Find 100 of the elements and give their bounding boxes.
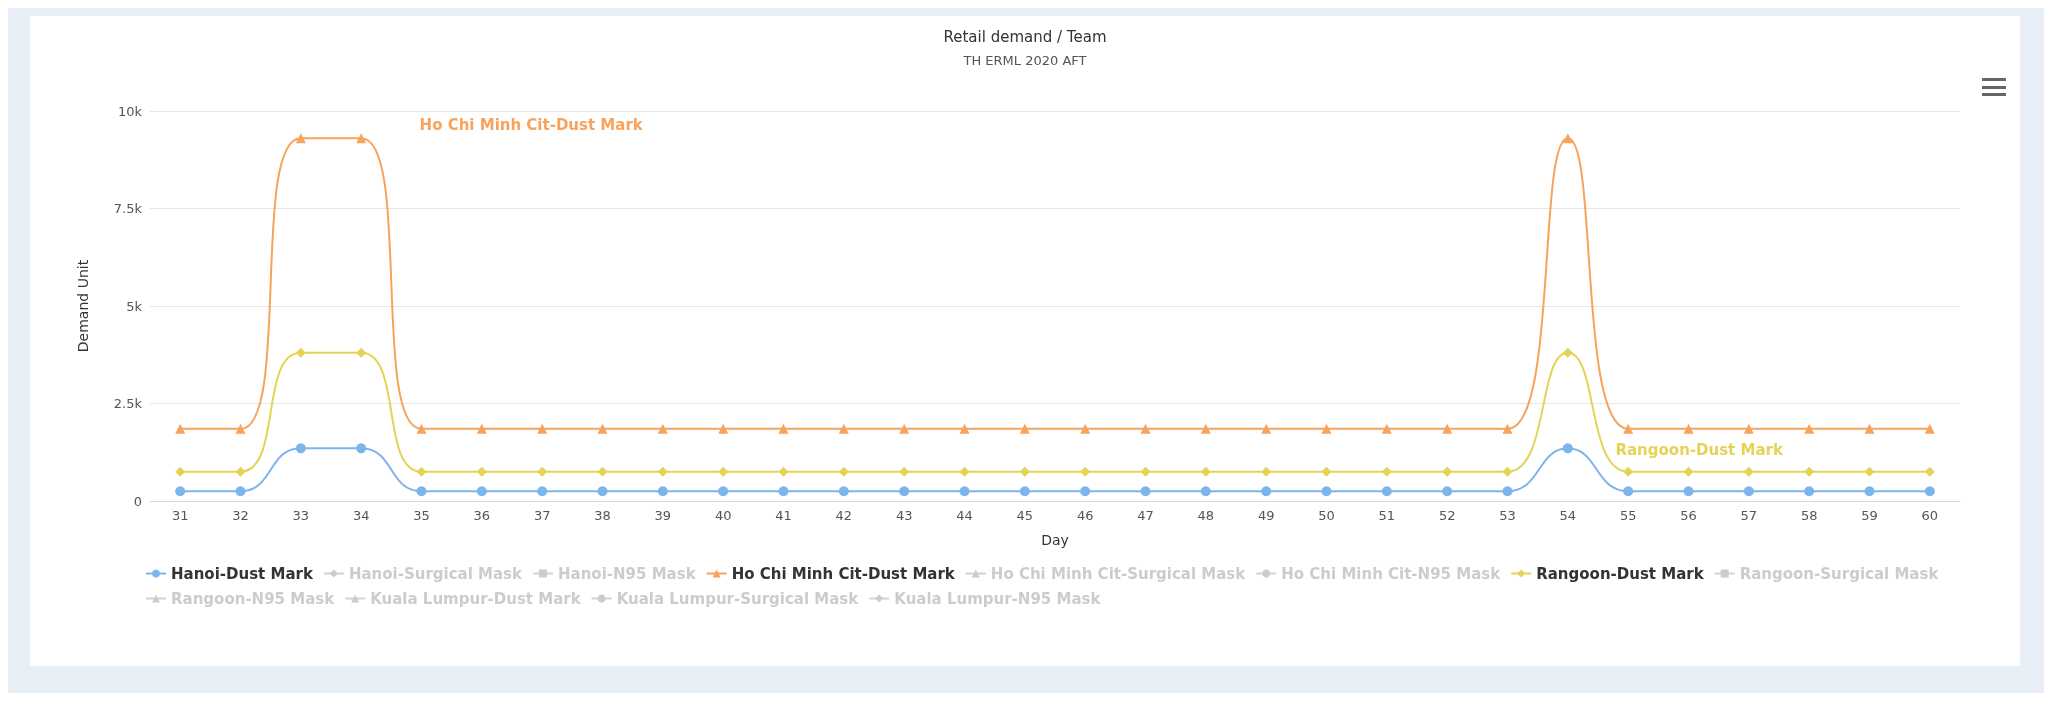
point [537, 466, 548, 477]
point [1381, 466, 1392, 477]
point [1261, 486, 1272, 497]
point [1683, 423, 1694, 434]
point [476, 466, 487, 477]
point [1019, 423, 1030, 434]
point [1864, 486, 1875, 497]
text: Ho Chi Minh Cit-Dust Mark [419, 115, 643, 134]
x-tick-label: 35 [413, 508, 430, 523]
point [1743, 486, 1754, 497]
x-tick-label: 46 [1076, 508, 1094, 523]
point [1019, 466, 1030, 477]
y-tick-label: 0 [133, 493, 142, 509]
point [1623, 423, 1634, 434]
text: Rangoon-Dust Mark [1615, 441, 1783, 460]
point [778, 466, 789, 477]
point [1924, 423, 1935, 434]
x-tick-label: 41 [775, 508, 792, 523]
point [416, 486, 427, 497]
x-tick-label: 45 [1016, 508, 1034, 523]
x-tick-label: 49 [1257, 508, 1275, 523]
x-tick-label: 58 [1800, 508, 1818, 523]
x-tick-label: 31 [171, 508, 189, 523]
x-tick-label: 56 [1680, 508, 1697, 523]
point [1442, 466, 1453, 477]
point [1804, 466, 1815, 477]
point [1864, 423, 1875, 434]
y-tick-label: 5k [126, 298, 143, 314]
legend-label: Hanoi-Dust Mark [171, 564, 314, 583]
point [1743, 423, 1754, 434]
point [1623, 486, 1634, 497]
point [1381, 486, 1392, 497]
x-tick-label: 37 [533, 508, 551, 523]
point [356, 443, 367, 454]
point [537, 423, 548, 434]
point [899, 486, 910, 497]
point [1562, 443, 1573, 454]
point [718, 466, 729, 477]
point [959, 466, 970, 477]
point [1200, 423, 1211, 434]
point [295, 443, 306, 454]
point [295, 347, 306, 358]
y-tick-label: 10k [117, 103, 143, 119]
x-axis-title: Day [1041, 532, 1069, 548]
point [1442, 423, 1453, 434]
point [1140, 423, 1151, 434]
point [295, 133, 306, 144]
point [1502, 486, 1513, 497]
x-tick-label: 55 [1619, 508, 1637, 523]
x-tick-label: 48 [1197, 508, 1215, 523]
chart-title: Retail demand / Team [943, 27, 1107, 46]
point [657, 486, 668, 497]
point [1562, 347, 1573, 358]
x-tick-label: 40 [714, 508, 732, 523]
point [778, 423, 789, 434]
point [235, 466, 246, 477]
x-tick-label: 54 [1559, 508, 1577, 523]
point [356, 347, 367, 358]
point [1080, 466, 1091, 477]
point [1140, 466, 1151, 477]
point [1502, 466, 1513, 477]
point [1080, 423, 1091, 434]
point [537, 486, 548, 497]
x-tick-label: 36 [473, 508, 491, 523]
point [1321, 486, 1332, 497]
x-tick-label: 32 [232, 508, 249, 523]
x-tick-label: 50 [1318, 508, 1335, 523]
x-tick-label: 47 [1137, 508, 1154, 523]
point [1562, 133, 1573, 144]
x-tick-label: 38 [594, 508, 611, 523]
legend-label: Rangoon-Dust Mark [1536, 564, 1705, 583]
y-tick-label: 7.5k [113, 201, 143, 216]
point [1080, 486, 1091, 497]
x-tick-label: 42 [835, 508, 853, 523]
x-tick-label: 52 [1438, 508, 1456, 523]
point [838, 466, 849, 477]
point [1623, 466, 1634, 477]
point [1019, 486, 1030, 497]
x-tick-label: 59 [1861, 508, 1878, 523]
point [235, 486, 246, 497]
point [597, 486, 608, 497]
point [1924, 486, 1935, 497]
x-tick-label: 43 [895, 508, 913, 523]
point [1864, 466, 1875, 477]
x-tick-label: 34 [352, 508, 370, 523]
point [718, 423, 729, 434]
point [235, 423, 246, 434]
point [1924, 466, 1935, 477]
point [597, 466, 608, 477]
point [1200, 466, 1211, 477]
point [356, 133, 367, 144]
point [959, 423, 970, 434]
x-tick-label: 57 [1740, 508, 1758, 523]
point [899, 466, 910, 477]
point [416, 423, 427, 434]
x-tick-label: 51 [1378, 508, 1396, 523]
point [175, 486, 186, 497]
point [1502, 423, 1513, 434]
point [1683, 466, 1694, 477]
legend-label: Ho Chi Minh Cit-Dust Mark [731, 564, 956, 583]
